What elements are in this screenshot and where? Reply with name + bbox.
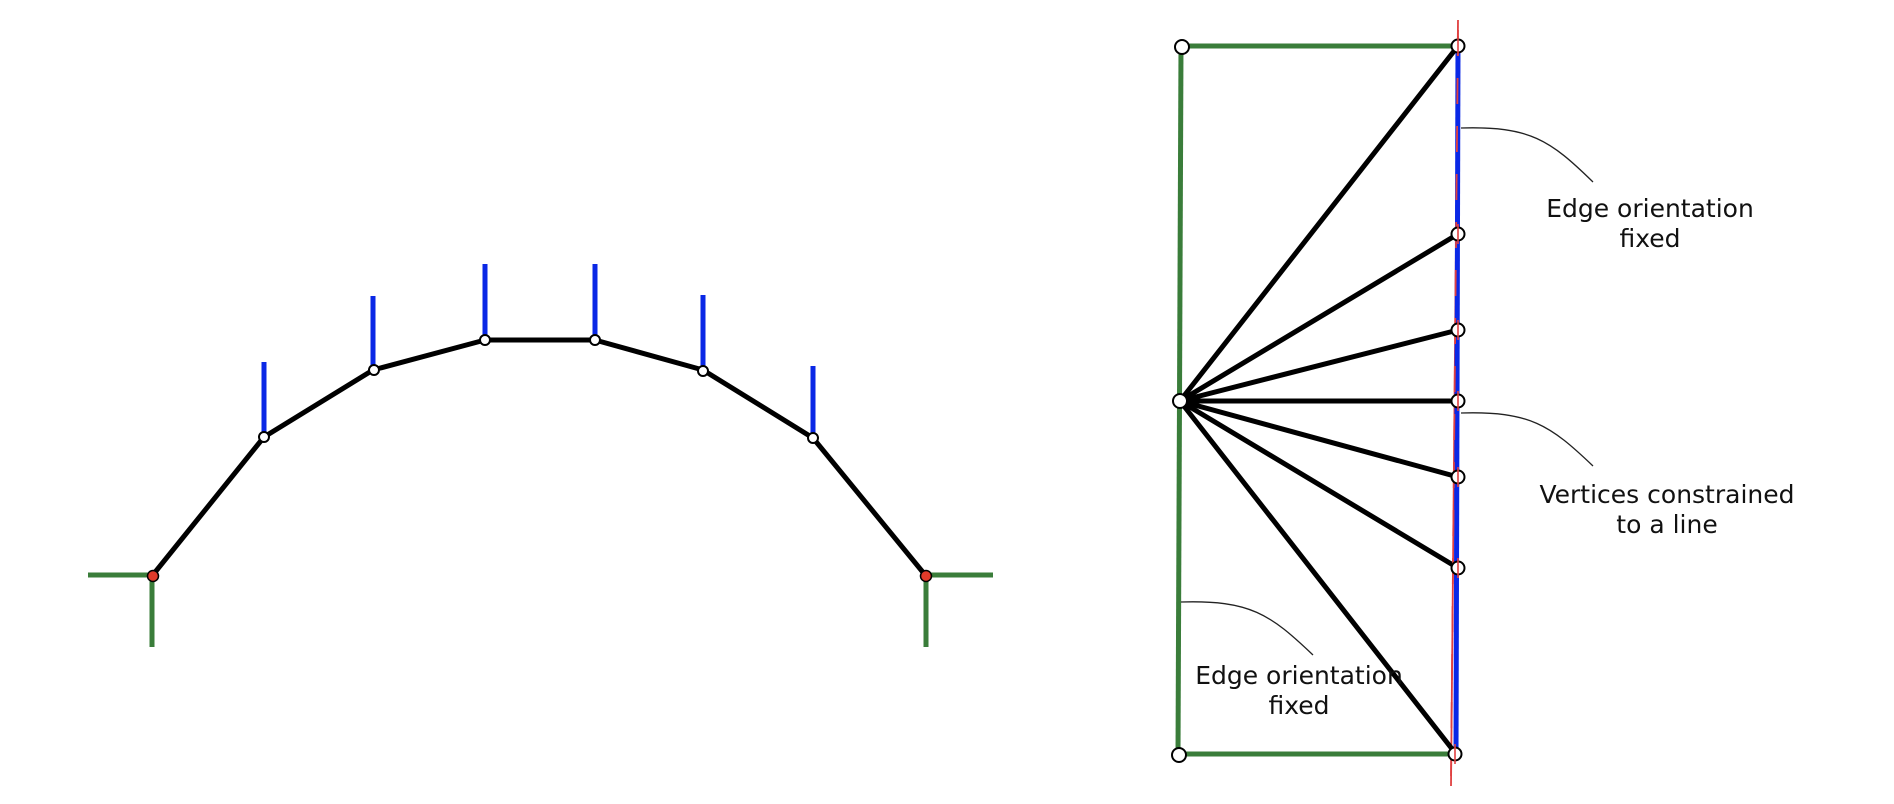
leader-middle-right: [1460, 412, 1594, 467]
arch-vertex: [697, 365, 709, 377]
annotation-middle-right-line1: Vertices constrained: [1539, 480, 1794, 509]
fan-edge: [1177, 327, 1461, 404]
arch-vertex: [258, 431, 270, 443]
arch-vertex: [589, 334, 601, 346]
fan-diagram: Edge orientation fixed Vertices constrai…: [1171, 19, 1795, 787]
arch-edges: [150, 337, 928, 578]
left-support-edges: [88, 572, 155, 647]
arch-vertex: [807, 432, 819, 444]
annotation-middle-right-line2: to a line: [1616, 510, 1717, 539]
annotation-top-right-line1: Edge orientation: [1546, 194, 1754, 223]
leader-bottom-left: [1180, 601, 1314, 656]
arch-vertex: [479, 334, 491, 346]
arch-vertices: [146, 334, 933, 583]
constraint-line-overlay: [1450, 29, 1459, 781]
right-support-edges: [923, 572, 993, 647]
annotation-leaders: [1180, 127, 1594, 656]
fan-edge: [1177, 231, 1461, 404]
fan-edge: [1177, 398, 1459, 757]
leader-top-right: [1460, 127, 1594, 183]
constraint-line-overlay-segment: [1450, 29, 1459, 781]
frame-vertex-bottom-left: [1171, 747, 1187, 763]
fixed-vertex-right: [919, 569, 933, 583]
annotation-top-right-line2: fixed: [1619, 224, 1680, 253]
annotation-bottom-left-line1: Edge orientation: [1195, 661, 1403, 690]
frame-vertex-top-left: [1174, 39, 1190, 55]
fan-edge: [1177, 43, 1461, 404]
fan-vertices: [1171, 36, 1466, 764]
fan-edge: [1177, 398, 1461, 480]
fan-edge: [1177, 398, 1461, 571]
arch-diagram: [88, 264, 993, 647]
fan-hub-vertex: [1172, 393, 1188, 409]
fixed-vertex-left: [146, 569, 160, 583]
annotation-bottom-left-line2: fixed: [1268, 691, 1329, 720]
arch-vertex: [368, 364, 380, 376]
vertical-constraint-edges: [261, 264, 816, 438]
fan-edges: [1177, 43, 1461, 757]
